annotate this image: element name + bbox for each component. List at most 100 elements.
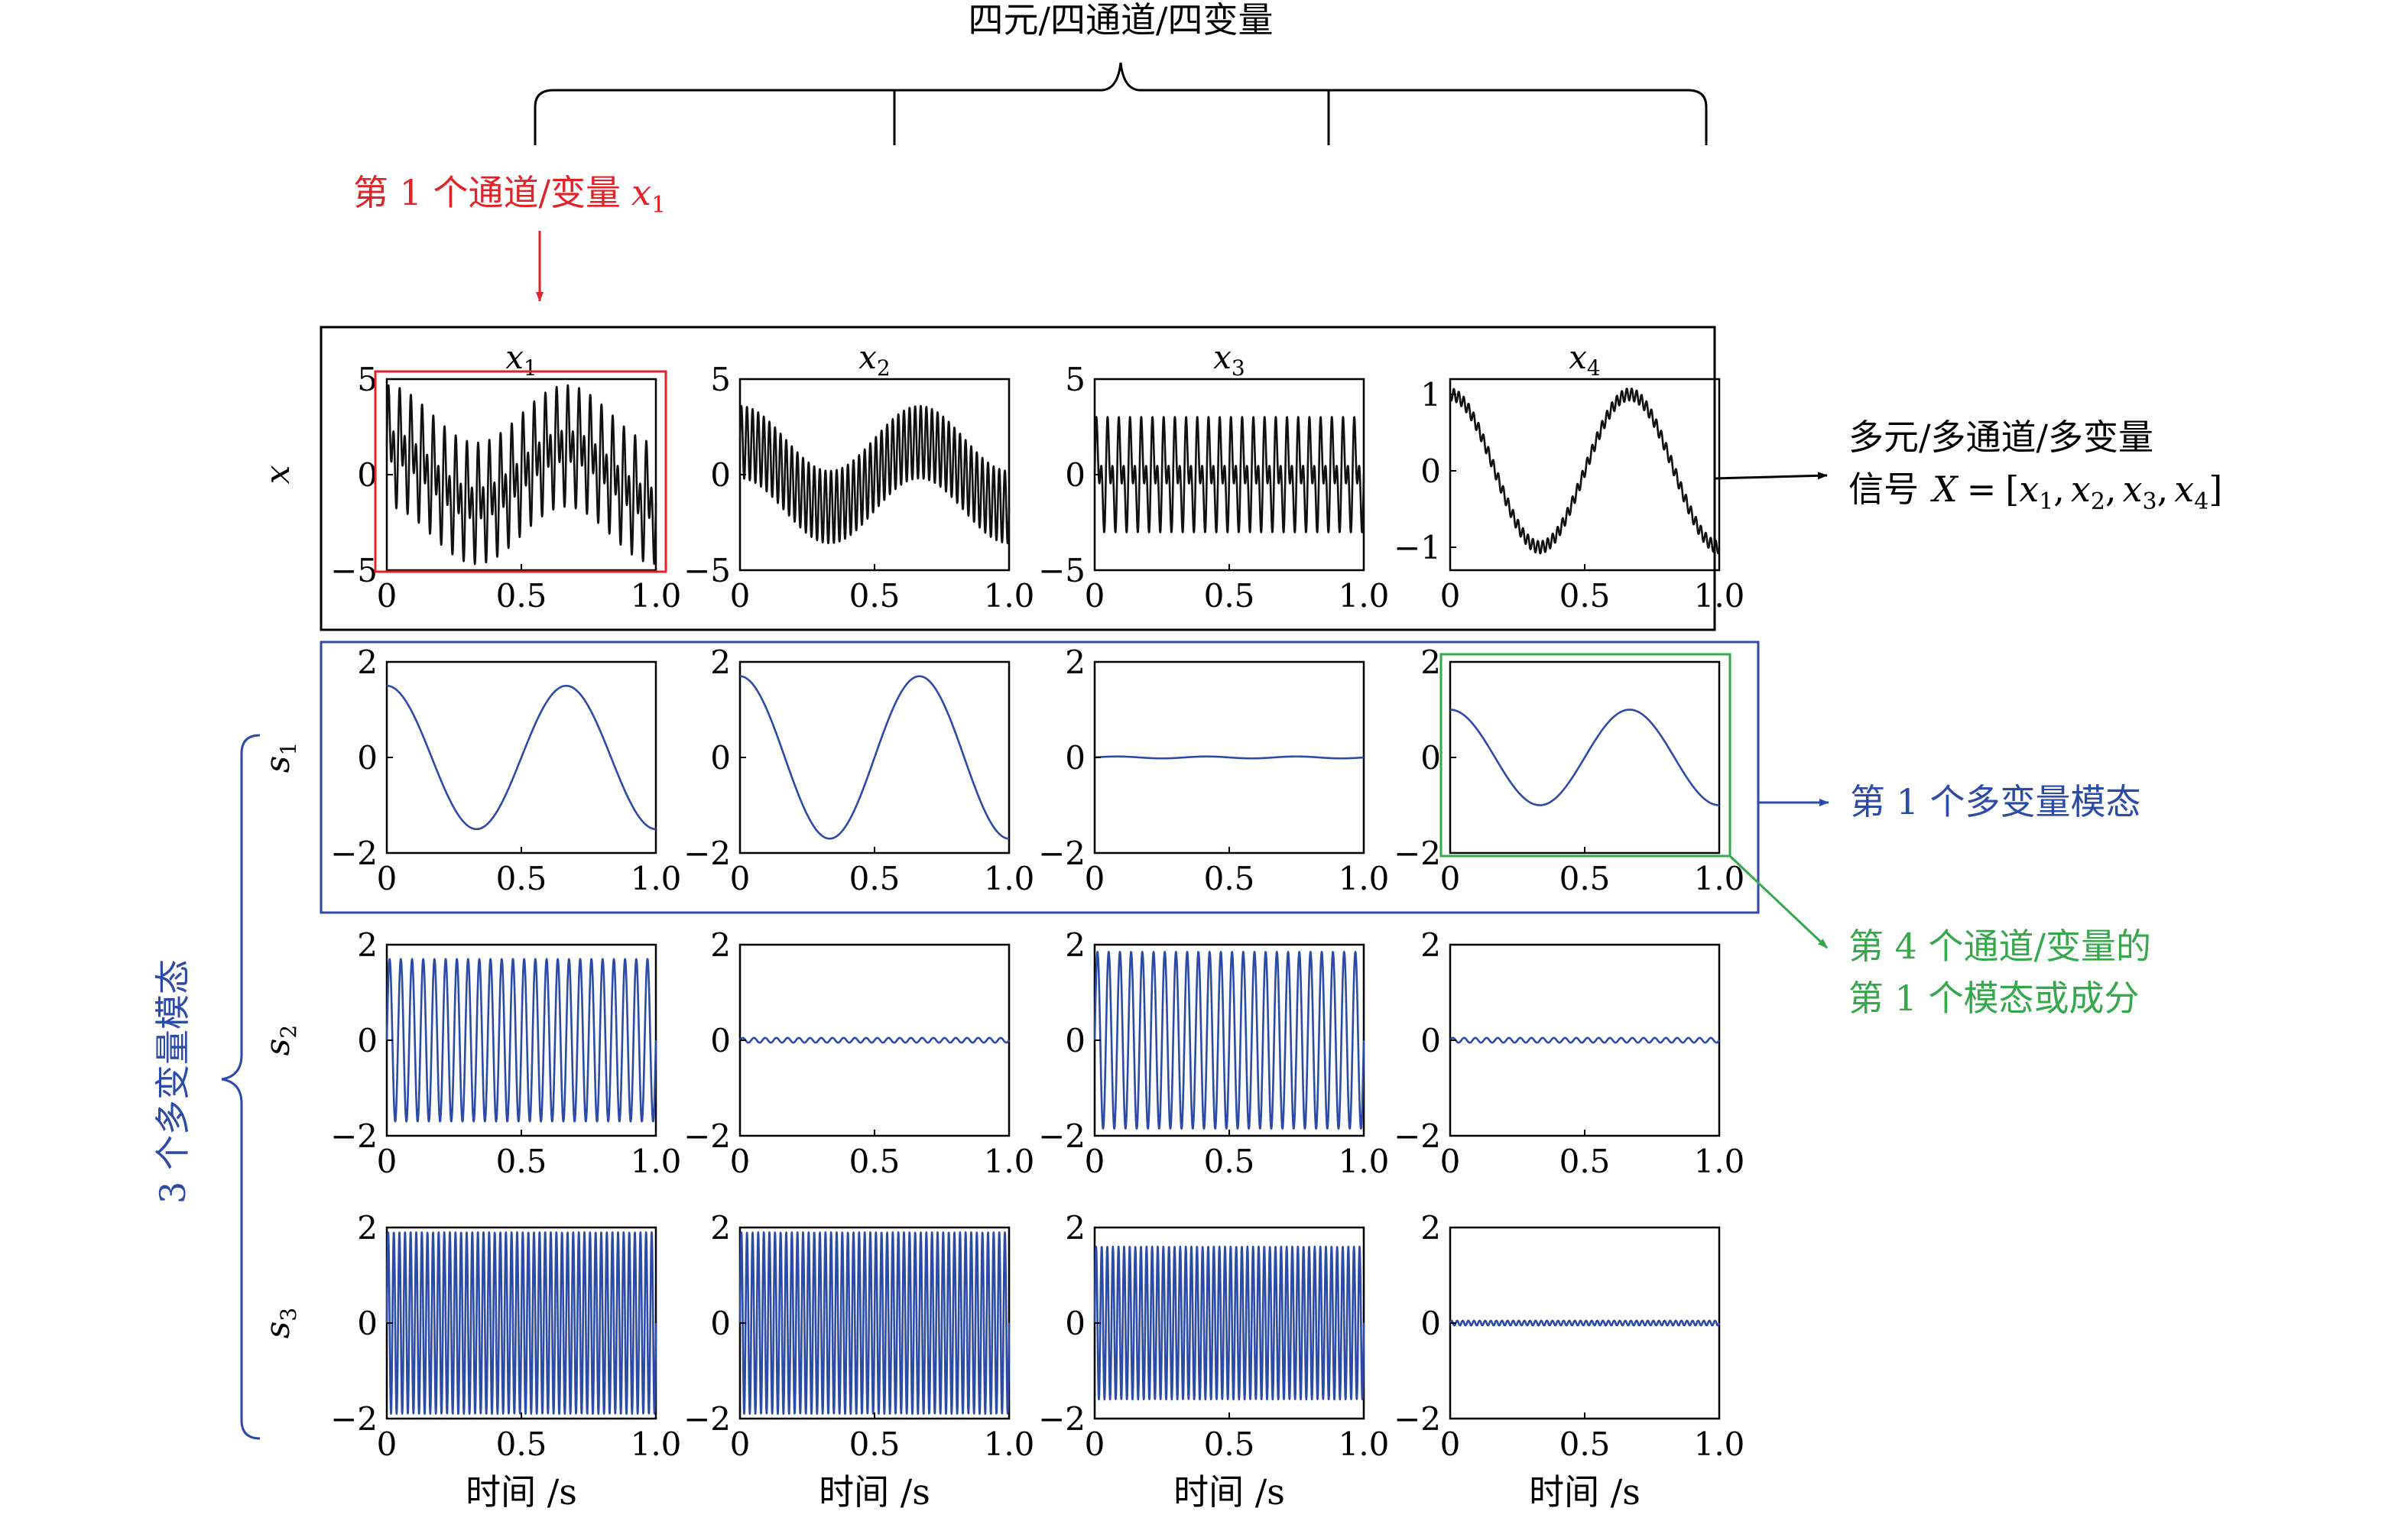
- row-label: x: [258, 465, 297, 484]
- x-tick-label: 1.0: [1694, 577, 1745, 615]
- x-tick-label: 0: [377, 1425, 398, 1463]
- x-tick-label: 0: [1085, 577, 1105, 615]
- x-tick-label: 0: [1085, 1425, 1105, 1463]
- y-tick-label: −2: [683, 835, 731, 872]
- series-line: [738, 1231, 1011, 1416]
- fourth-channel-label-line1: 第 4 个通道/变量的: [1848, 926, 2151, 967]
- y-tick-label: 2: [710, 1209, 731, 1247]
- x-tick-label: 1.0: [984, 1143, 1035, 1180]
- y-tick-label: 1: [1420, 376, 1441, 413]
- x-axis-label: 时间 /s: [466, 1471, 577, 1513]
- x-tick-label: 1.0: [984, 1425, 1035, 1463]
- x-tick-label: 0.5: [496, 577, 547, 615]
- x-tick-label: 0.5: [496, 1425, 547, 1463]
- series-line: [1093, 1245, 1365, 1401]
- x-tick-label: 0: [730, 577, 751, 615]
- panel-s1-ch1: 20−20 0.5 1.0: [330, 644, 681, 897]
- panel-x-ch2: 50−50 0.5 1.0x2: [683, 339, 1034, 615]
- x-tick-label: 0: [377, 1143, 398, 1180]
- y-tick-label: −2: [1394, 1400, 1441, 1438]
- y-tick-label: −2: [330, 1117, 378, 1155]
- column-title: x4: [1569, 339, 1601, 381]
- x-tick-label: 1.0: [1694, 1425, 1745, 1463]
- y-tick-label: −5: [1038, 552, 1086, 589]
- signal-label-line1: 多元/多通道/多变量: [1848, 417, 2153, 458]
- y-tick-label: 2: [710, 926, 731, 964]
- y-tick-label: 2: [1065, 926, 1086, 964]
- x-tick-label: 0.5: [849, 1425, 901, 1463]
- x-tick-label: 0.5: [849, 860, 901, 897]
- y-tick-label: 0: [710, 1305, 731, 1342]
- series-line: [1449, 709, 1721, 806]
- y-tick-label: 0: [357, 1022, 378, 1059]
- x-tick-label: 0: [1440, 1425, 1461, 1463]
- y-tick-label: −2: [330, 1400, 378, 1438]
- y-tick-label: 2: [1065, 644, 1086, 681]
- first-channel-label: 第 1 个通道/变量 x1: [353, 172, 666, 219]
- series-line: [738, 675, 1011, 840]
- x-tick-label: 0.5: [1204, 577, 1255, 615]
- panel-s2-ch1: 20−20 0.5 1.0: [330, 926, 681, 1180]
- y-tick-label: −5: [683, 552, 731, 589]
- x-tick-label: 0: [730, 1425, 751, 1463]
- x-tick-label: 0: [1440, 1143, 1461, 1180]
- y-tick-label: −2: [330, 835, 378, 872]
- row-label: s3: [258, 1308, 301, 1338]
- x-tick-label: 1.0: [984, 577, 1035, 615]
- y-tick-label: −5: [330, 552, 378, 589]
- series-line: [385, 684, 657, 831]
- series-line: [385, 384, 657, 566]
- x-tick-label: 1.0: [631, 1425, 682, 1463]
- panel-s3-ch1: 20−20 0.5 1.0时间 /s: [330, 1209, 681, 1513]
- series-line: [1093, 755, 1365, 760]
- x-tick-label: 0: [1440, 577, 1461, 615]
- y-tick-label: 0: [1420, 1022, 1441, 1059]
- top-brace-label: 四元/四通道/四变量: [969, 0, 1274, 41]
- x-tick-label: 1.0: [631, 577, 682, 615]
- signal-arrow: [1714, 472, 1828, 480]
- y-tick-label: 2: [1420, 926, 1441, 964]
- panel-s3-ch2: 20−20 0.5 1.0时间 /s: [683, 1209, 1034, 1513]
- y-tick-label: 0: [1065, 456, 1086, 494]
- panel-s1-ch4: 20−20 0.5 1.0: [1394, 644, 1744, 897]
- y-tick-label: 0: [710, 739, 731, 777]
- y-tick-label: 0: [1420, 452, 1441, 490]
- y-tick-label: 2: [357, 926, 378, 964]
- y-tick-label: 0: [710, 1022, 731, 1059]
- panel-x-ch3: 50−50 0.5 1.0x3: [1038, 339, 1389, 615]
- row-label: s1: [258, 742, 301, 773]
- x-tick-label: 1.0: [631, 860, 682, 897]
- y-tick-label: −2: [683, 1117, 731, 1155]
- s1-x4-highlight-box: [1439, 653, 1731, 858]
- x-tick-label: 0.5: [1559, 1425, 1611, 1463]
- y-tick-label: 0: [1065, 739, 1086, 777]
- x-tick-label: 0.5: [849, 577, 901, 615]
- x-tick-label: 0: [377, 860, 398, 897]
- row-label: s2: [258, 1025, 301, 1056]
- fourth-channel-label-line2: 第 1 个模态或成分: [1848, 978, 2140, 1019]
- y-tick-label: 2: [1420, 1209, 1441, 1247]
- column-title: x2: [858, 339, 891, 381]
- panel-x-ch4: 1 0 −1 0 0.5 1.0 x4: [1394, 339, 1744, 615]
- x-tick-label: 1.0: [1339, 860, 1390, 897]
- y-tick-label: −2: [683, 1400, 731, 1438]
- y-tick-label: 2: [710, 644, 731, 681]
- y-tick-label: −1: [1394, 529, 1441, 566]
- fourth-channel-arrow: [1728, 855, 1829, 949]
- panel-grid: 50−50 0.5 1.0x1 50−50 0.5 1.0x2 50−50 0.5 1.0x31…: [258, 339, 1744, 1513]
- series-line: [1093, 416, 1365, 533]
- panel-s1-ch3: 20−20 0.5 1.0: [1038, 644, 1389, 897]
- x-tick-label: 0.5: [1204, 1143, 1255, 1180]
- top-brace: [534, 62, 1708, 145]
- column-title: x1: [505, 339, 537, 381]
- x-tick-label: 0.5: [1559, 577, 1611, 615]
- first-mode-label: 第 1 个多变量模态: [1850, 781, 2141, 822]
- y-tick-label: 0: [1065, 1305, 1086, 1342]
- x-tick-label: 1.0: [1694, 860, 1745, 897]
- modes-brace-label: 3 个多变量模态: [152, 959, 193, 1204]
- y-tick-label: 2: [1065, 1209, 1086, 1247]
- panel-s3-ch4: 20−20 0.5 1.0时间 /s: [1394, 1209, 1744, 1513]
- x-axis-label: 时间 /s: [819, 1471, 930, 1513]
- panel-s2-ch3: 20−20 0.5 1.0: [1038, 926, 1389, 1180]
- x-tick-label: 0: [1085, 860, 1105, 897]
